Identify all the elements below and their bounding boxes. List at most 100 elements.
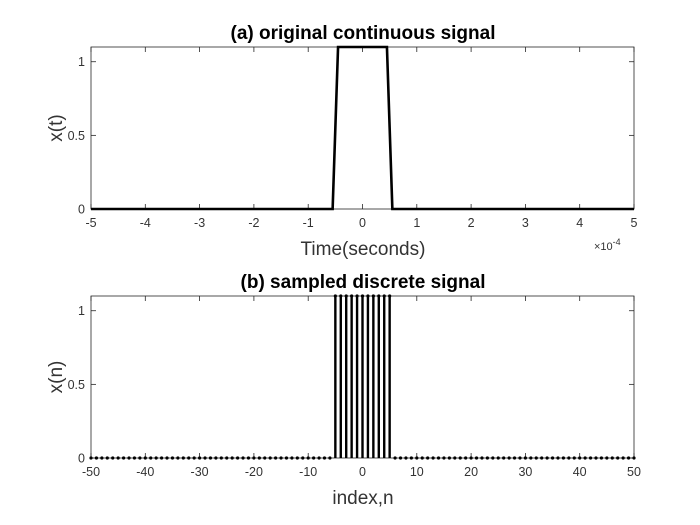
plot-a-xtick-label: 3 — [522, 216, 529, 230]
plot-a-xtick-label: -2 — [248, 216, 259, 230]
plot-b-xtick-label: -50 — [82, 465, 100, 479]
stem-marker — [485, 456, 489, 460]
plot-b-xtick-label: -40 — [136, 465, 154, 479]
plot-a-data — [91, 45, 634, 211]
stem-marker — [621, 456, 625, 460]
stem-marker — [431, 456, 435, 460]
stem-marker — [398, 456, 403, 460]
stem-marker — [105, 456, 109, 460]
stem-marker — [464, 456, 468, 460]
plot-a-xtick-label: -3 — [194, 216, 205, 230]
stem-marker — [632, 456, 636, 460]
stem-marker — [599, 456, 604, 460]
stem-marker — [366, 294, 370, 298]
subplot-discrete: (b) sampled discrete signal -50 -40 -30 -20… — [46, 272, 641, 509]
plot-b-xtick-label: 30 — [518, 465, 532, 479]
plot-b-xtick-label: 10 — [410, 465, 424, 479]
stem-marker — [290, 456, 294, 460]
plot-b-xtick-label: 0 — [359, 465, 366, 479]
plot-a-ticks: -5 -4 -3 -2 -1 0 1 2 3 4 5 0 0.5 1 — [68, 47, 638, 230]
plot-b-xtick-label: 20 — [464, 465, 478, 479]
stem-marker — [588, 456, 593, 460]
stem-marker — [225, 456, 229, 460]
stem-marker — [469, 456, 473, 460]
stem-marker — [203, 456, 207, 460]
stem-marker — [377, 294, 381, 298]
stem-marker — [279, 456, 283, 460]
stem-marker — [274, 456, 278, 460]
stem-marker — [214, 456, 218, 460]
plot-b-ytick-label: 1 — [78, 304, 85, 318]
plot-b-title: (b) sampled discrete signal — [241, 272, 486, 293]
plot-b-xtick-label: 40 — [573, 465, 587, 479]
plot-a-ylabel: x(t) — [46, 114, 67, 141]
stem-marker — [301, 456, 305, 460]
stem-marker — [328, 456, 332, 460]
stem-marker — [453, 456, 457, 460]
plot-a-ytick-label: 0.5 — [68, 129, 85, 143]
stem-marker — [121, 456, 126, 460]
stem-marker — [154, 456, 158, 460]
stem-marker — [333, 294, 337, 298]
x-multiplier-base: ×10 — [594, 241, 613, 253]
stem-marker — [241, 456, 245, 460]
plot-b-ylabel: x(n) — [46, 361, 67, 394]
stem-marker — [393, 456, 397, 460]
stem-marker — [556, 456, 560, 460]
plot-a-xtick-label: 2 — [468, 216, 475, 230]
stem-marker — [198, 456, 202, 460]
stem-marker — [415, 456, 419, 460]
stem-marker — [426, 456, 430, 460]
stem-marker — [89, 456, 93, 460]
signal-line — [91, 45, 634, 211]
plot-b-ytick-label: 0 — [78, 452, 85, 466]
stem-marker — [442, 456, 446, 460]
stem-marker — [529, 456, 533, 460]
stem-marker — [502, 456, 506, 460]
stem-marker — [306, 456, 310, 460]
stem-marker — [165, 456, 169, 460]
stem-marker — [610, 456, 614, 460]
stem-marker — [111, 456, 115, 460]
stem-marker — [561, 456, 566, 460]
stem-marker — [187, 456, 191, 460]
stem-marker — [252, 456, 256, 460]
stem-marker — [420, 456, 424, 460]
stem-marker — [149, 456, 153, 460]
plot-a-title: (a) original continuous signal — [231, 23, 496, 44]
stem-marker — [322, 456, 327, 460]
plot-a-xtick-label: 0 — [359, 216, 366, 230]
plot-a-axes-box — [90, 46, 635, 210]
stem-marker — [132, 456, 137, 460]
stem-marker — [268, 456, 272, 460]
stem-marker — [170, 456, 175, 460]
stem-marker — [94, 456, 99, 460]
stem-marker — [159, 456, 164, 460]
stem-marker — [404, 456, 408, 460]
stem-marker — [578, 456, 582, 460]
plot-b-xtick-label: -30 — [191, 465, 209, 479]
stem-marker — [605, 456, 609, 460]
stem-marker — [360, 294, 365, 298]
stem-marker — [491, 456, 495, 460]
stem-marker — [176, 456, 180, 460]
stem-marker — [295, 456, 299, 460]
stem-marker — [496, 456, 500, 460]
stem-marker — [382, 294, 386, 298]
stem-marker — [192, 456, 196, 460]
stem-marker — [594, 456, 598, 460]
subplot-continuous: (a) original continuous signal -5 -4 -3 -2-… — [46, 23, 638, 260]
stem-marker — [284, 456, 289, 460]
plot-a-xtick-label: 4 — [576, 216, 583, 230]
stem-marker — [540, 456, 544, 460]
stem-marker — [436, 456, 441, 460]
stem-marker — [512, 456, 517, 460]
stem-marker — [545, 456, 549, 460]
stem-marker — [257, 456, 261, 460]
stem-marker — [339, 294, 343, 298]
stem-marker — [219, 456, 223, 460]
stem-marker — [371, 294, 375, 298]
stem-marker — [312, 456, 316, 460]
stem-marker — [127, 456, 131, 460]
